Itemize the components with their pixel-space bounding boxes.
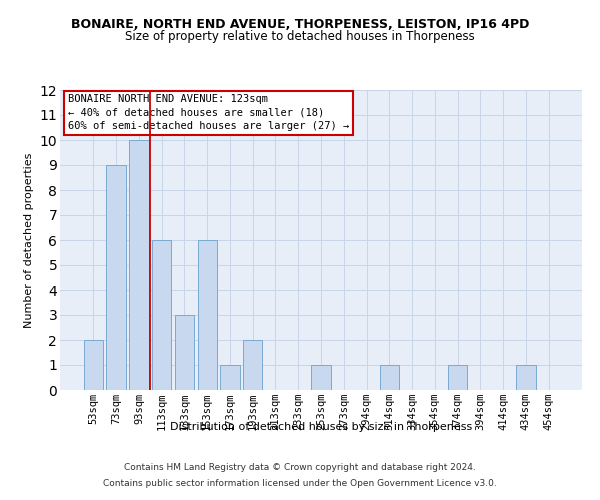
Bar [243,340,262,390]
Text: Size of property relative to detached houses in Thorpeness: Size of property relative to detached ho… [125,30,475,43]
Text: Contains HM Land Registry data © Crown copyright and database right 2024.: Contains HM Land Registry data © Crown c… [124,464,476,472]
Text: BONAIRE, NORTH END AVENUE, THORPENESS, LEISTON, IP16 4PD: BONAIRE, NORTH END AVENUE, THORPENESS, L… [71,18,529,30]
Bar [84,340,103,390]
Bar [311,365,331,390]
Bar [448,365,467,390]
Text: BONAIRE NORTH END AVENUE: 123sqm
← 40% of detached houses are smaller (18)
60% o: BONAIRE NORTH END AVENUE: 123sqm ← 40% o… [68,94,349,131]
Bar [380,365,399,390]
Bar [106,165,126,390]
Bar [129,140,149,390]
Text: Contains public sector information licensed under the Open Government Licence v3: Contains public sector information licen… [103,478,497,488]
Y-axis label: Number of detached properties: Number of detached properties [24,152,34,328]
Bar [152,240,172,390]
Bar [220,365,239,390]
Bar [516,365,536,390]
Bar [175,315,194,390]
Bar [197,240,217,390]
Text: Distribution of detached houses by size in Thorpeness: Distribution of detached houses by size … [170,422,472,432]
